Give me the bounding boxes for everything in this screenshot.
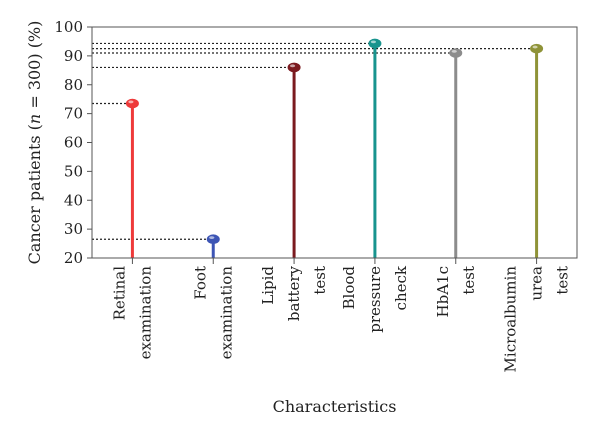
- lollipop-head: [368, 38, 382, 49]
- y-tick-label: 80: [64, 76, 83, 94]
- y-tick-label: 60: [64, 134, 83, 152]
- lollipop-head: [206, 234, 220, 245]
- x-tick-label: test: [460, 266, 478, 295]
- y-tick-label: 40: [64, 191, 83, 209]
- y-tick-label: 100: [54, 18, 83, 36]
- y-tick-label: 20: [64, 249, 83, 267]
- lollipop-head-highlight: [209, 236, 215, 240]
- lollipop-head: [125, 98, 139, 109]
- lollipop-head: [530, 43, 544, 54]
- y-tick-label: 90: [64, 47, 83, 65]
- y-tick-label: 70: [64, 105, 83, 123]
- y-axis-ticks: 20 30 40 50 60 70 80 90 100: [54, 18, 92, 267]
- x-tick-label: Foot: [191, 266, 209, 300]
- lollipop-head-highlight: [289, 64, 296, 68]
- x-tick-label: HbA1c: [434, 266, 452, 317]
- y-tick-label: 30: [64, 220, 83, 238]
- x-axis-title: Characteristics: [273, 397, 397, 416]
- x-tick-label: urea: [528, 266, 546, 301]
- lollipop-head: [287, 62, 301, 73]
- x-tick-label: Lipid: [259, 266, 277, 305]
- x-tick-label: pressure: [366, 266, 384, 333]
- x-tick-label: examination: [217, 266, 235, 360]
- x-axis-ticks: [131, 258, 538, 264]
- lollipop-head-highlight: [370, 40, 377, 44]
- x-tick-label: check: [392, 265, 410, 310]
- lollipop-heads: [125, 38, 544, 245]
- y-axis-title: Cancer patients (n = 300) (%): [25, 21, 44, 265]
- x-tick-label: Blood: [340, 266, 358, 310]
- stems: [130, 43, 539, 258]
- x-tick-label: Microalbumin: [502, 266, 520, 373]
- lollipop-head-highlight: [128, 100, 134, 104]
- lollipop-head-highlight: [451, 49, 457, 53]
- reference-lines: [92, 42, 537, 240]
- x-tick-label: test: [554, 266, 572, 295]
- x-tick-label: Retinal: [110, 266, 128, 321]
- x-tick-label: battery: [285, 265, 303, 321]
- x-tick-label: examination: [136, 266, 154, 360]
- lollipop-head: [449, 48, 463, 58]
- category-labels: Retinal examination Foot examination Lipid ba…: [110, 265, 571, 372]
- y-tick-label: 50: [64, 162, 83, 180]
- plot-frame: [91, 26, 578, 259]
- lollipop-head-highlight: [532, 45, 538, 49]
- x-tick-label: test: [311, 266, 329, 295]
